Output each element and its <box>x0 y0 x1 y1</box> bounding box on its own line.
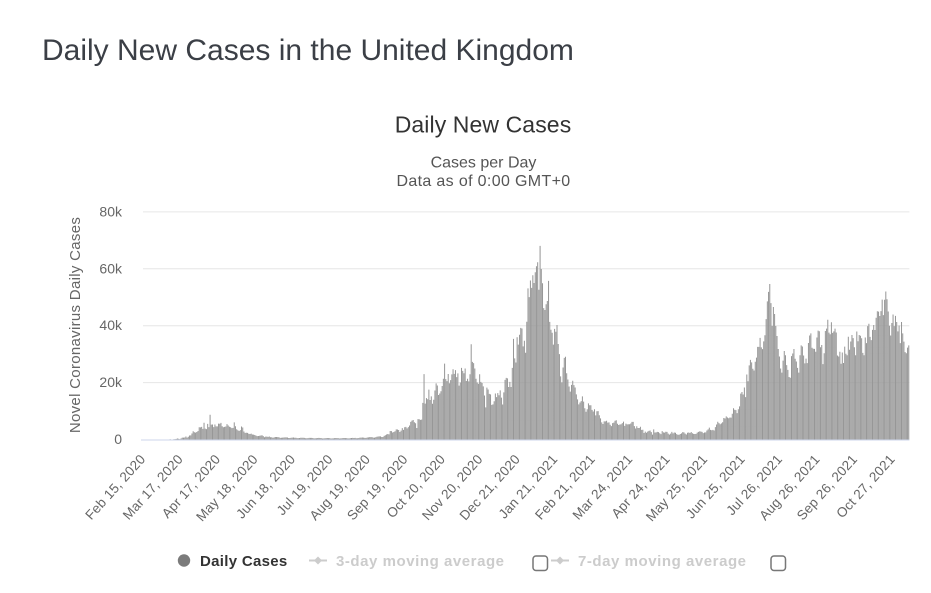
svg-text:20k: 20k <box>99 374 123 390</box>
svg-text:40k: 40k <box>99 317 123 333</box>
svg-text:Daily Cases: Daily Cases <box>200 553 288 570</box>
svg-text:Data as of 0:00 GMT+0: Data as of 0:00 GMT+0 <box>396 173 570 190</box>
svg-text:3-day moving average: 3-day moving average <box>336 553 505 570</box>
svg-text:7-day moving average: 7-day moving average <box>578 553 747 570</box>
svg-text:0: 0 <box>114 431 122 447</box>
svg-text:Novel Coronavirus Daily Cases: Novel Coronavirus Daily Cases <box>67 217 84 433</box>
svg-text:80k: 80k <box>99 203 123 219</box>
svg-text:Daily New Cases: Daily New Cases <box>395 112 572 138</box>
svg-text:60k: 60k <box>99 260 123 276</box>
svg-text:Cases per Day: Cases per Day <box>431 155 537 172</box>
